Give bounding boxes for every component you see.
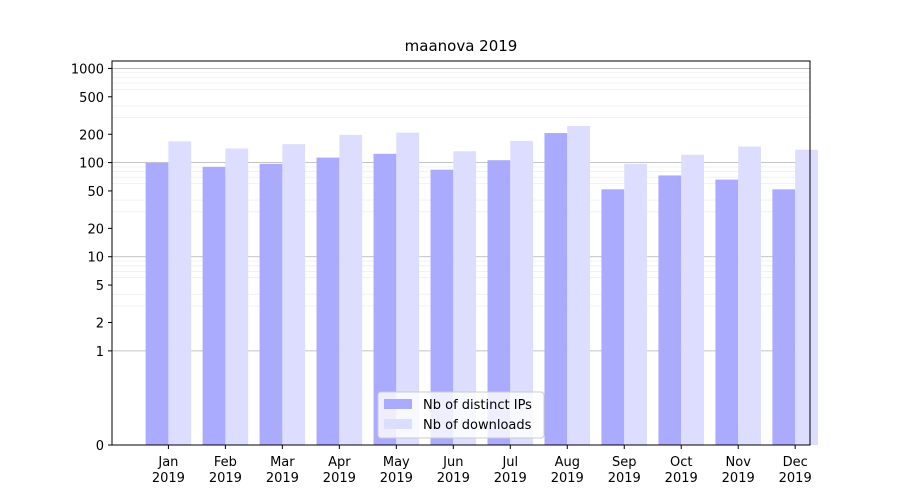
y-tick-label: 1 — [96, 345, 104, 360]
bar-distinct-ips — [487, 160, 511, 445]
x-tick-label: Aug 2019 — [551, 455, 584, 486]
bar-downloads — [795, 149, 818, 446]
y-tick-label: 10 — [87, 251, 104, 266]
x-tick-label: Sep 2019 — [608, 455, 641, 486]
bar-downloads — [510, 140, 534, 445]
x-tick-label: Apr 2019 — [323, 455, 356, 486]
bar-downloads — [624, 163, 648, 446]
legend-label: Nb of distinct IPs — [423, 398, 532, 413]
legend: Nb of distinct IPs Nb of downloads — [377, 391, 545, 439]
y-tick-label: 0 — [96, 439, 104, 454]
y-tick-label: 50 — [87, 185, 104, 200]
bar-distinct-ips — [259, 163, 283, 446]
bar-downloads — [681, 154, 705, 446]
axes: 0 1 2 5 10 20 50 100 200 500 1000 Jan 2019 Feb 2019 Mar… — [71, 60, 812, 486]
bar-downloads — [396, 132, 420, 446]
legend-label: Nb of downloads — [423, 418, 532, 433]
y-tick-label: 1000 — [71, 62, 104, 77]
plot-frame — [111, 60, 811, 446]
bar-distinct-ips — [145, 162, 169, 445]
bar-downloads — [567, 125, 591, 446]
legend-swatch — [384, 419, 412, 429]
legend-swatch — [384, 399, 412, 409]
bar-distinct-ips — [772, 189, 796, 445]
x-tick-label: Oct 2019 — [665, 455, 698, 486]
bar-distinct-ips — [601, 189, 625, 445]
x-tick-label: Dec 2019 — [779, 455, 812, 486]
bar-distinct-ips — [715, 179, 739, 446]
x-tick-label: Jan 2019 — [152, 455, 185, 486]
bar-distinct-ips — [202, 166, 226, 446]
bar-downloads — [282, 144, 306, 445]
y-tick-label: 20 — [87, 222, 104, 237]
bar-distinct-ips — [658, 175, 682, 445]
legend-box — [377, 391, 545, 439]
bar-downloads — [168, 141, 192, 445]
x-tick-label: Mar 2019 — [266, 455, 299, 486]
bar-downloads — [339, 134, 363, 445]
y-tick-label: 500 — [79, 91, 104, 106]
y-tick-label: 2 — [96, 317, 104, 332]
y-tick-label: 200 — [79, 128, 104, 143]
bar-distinct-ips — [316, 157, 340, 446]
bar-distinct-ips — [373, 153, 397, 445]
x-tick-label: May 2019 — [380, 455, 413, 486]
y-tick-label: 5 — [96, 279, 104, 294]
x-tick-label: Jun 2019 — [437, 455, 470, 486]
x-tick-label: Jul 2019 — [494, 455, 527, 486]
bar-downloads — [453, 151, 477, 445]
bars — [145, 125, 818, 446]
bar-downloads — [738, 146, 761, 445]
bar-distinct-ips — [430, 169, 454, 445]
x-tick-label: Feb 2019 — [209, 455, 242, 486]
x-tick-label: Nov 2019 — [722, 455, 755, 486]
bar-distinct-ips — [544, 133, 568, 445]
bar-downloads — [225, 148, 249, 446]
y-tick-label: 100 — [79, 157, 104, 172]
chart-title: maanova 2019 — [405, 37, 518, 55]
